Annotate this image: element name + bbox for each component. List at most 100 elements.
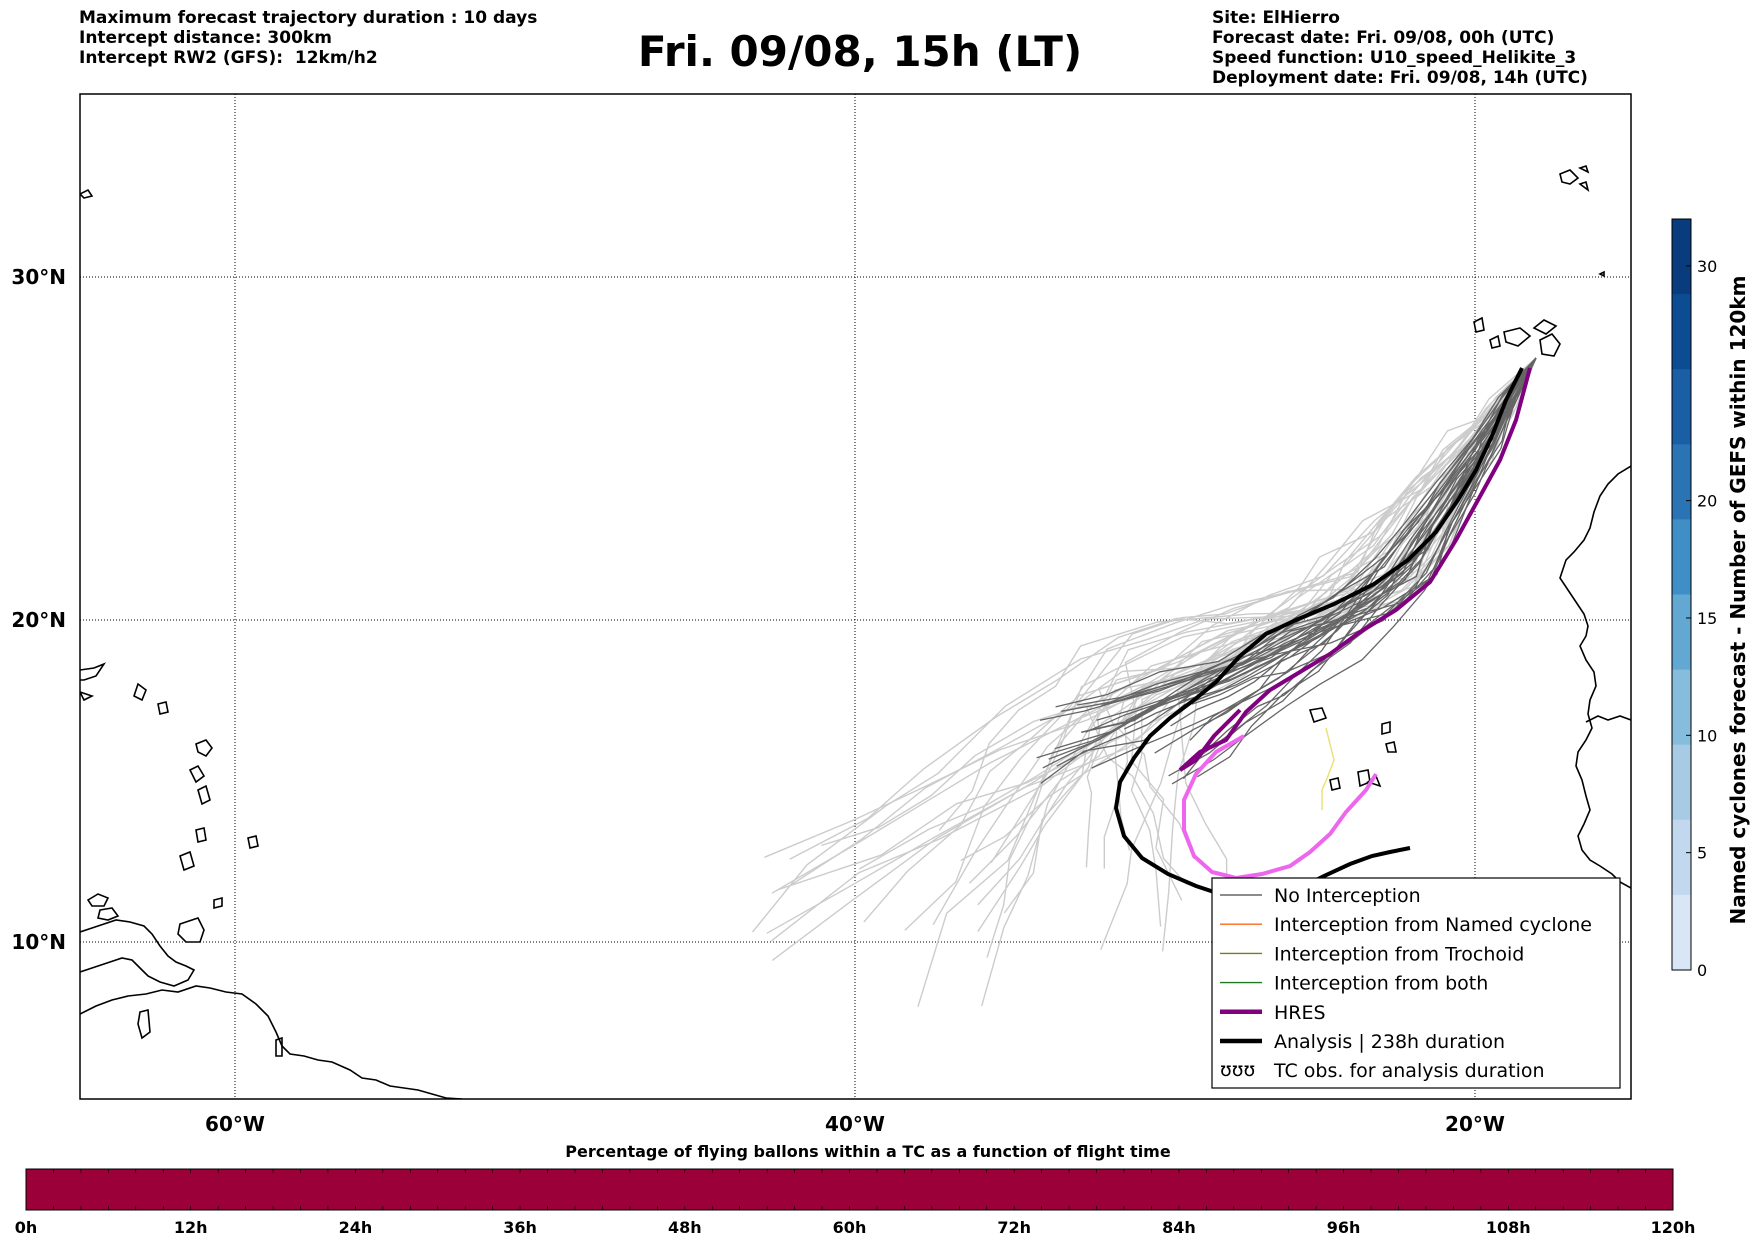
bottom-bar-tick-label: 108h bbox=[1486, 1218, 1531, 1237]
madeira-2 bbox=[1578, 180, 1590, 192]
antilles-small-2 bbox=[188, 764, 206, 784]
colorbar-tick-label: 10 bbox=[1697, 726, 1717, 745]
bottom-bar-tick-label: 60h bbox=[833, 1218, 867, 1237]
antilles-small-9 bbox=[80, 691, 95, 702]
cape-verde-1 bbox=[1308, 707, 1328, 724]
trajectories bbox=[751, 357, 1537, 1008]
legend-label: TC obs. for analysis duration bbox=[1273, 1060, 1545, 1082]
venezuela-coast-detail bbox=[80, 919, 196, 987]
trajectory-light bbox=[777, 357, 1537, 891]
colorbar-frame bbox=[1671, 218, 1692, 971]
madeira-1 bbox=[1559, 169, 1580, 185]
colorbar-segment bbox=[1672, 444, 1691, 520]
trajectory-no-interception bbox=[1055, 357, 1537, 708]
canary-1 bbox=[1539, 332, 1561, 357]
bottom-percentage-bar: 0h 12h 24h 36h 48h 60h 72h 84h 96h 108h 120h bbox=[15, 1168, 1696, 1237]
header-left-info: Maximum forecast trajectory duration : 1… bbox=[79, 8, 537, 68]
header-right-info: Site: ElHierro Forecast date: Fri. 09/08… bbox=[1212, 8, 1588, 88]
antilles-small-11 bbox=[137, 1008, 151, 1040]
antilles-small-4 bbox=[195, 827, 207, 843]
speed-function-text: Speed function: U10_speed_Helikite_3 bbox=[1212, 48, 1577, 68]
axis-tick-labels: 30°N 20°N 10°N 60°W 40°W 20°W bbox=[11, 265, 1505, 1136]
trajectory-no-interception bbox=[1210, 357, 1537, 747]
trajectory-no-interception bbox=[1056, 357, 1537, 767]
map-frame bbox=[79, 93, 1632, 1100]
legend-label: Interception from Trochoid bbox=[1274, 943, 1524, 965]
antilles-small-15 bbox=[86, 893, 110, 907]
trajectory-no-interception bbox=[1081, 357, 1537, 733]
canary-3 bbox=[1532, 319, 1558, 335]
page-title: Fri. 09/08, 15h (LT) bbox=[637, 27, 1083, 76]
lon-tick-label: 40°W bbox=[825, 1112, 885, 1136]
antilles-small-14 bbox=[157, 701, 169, 715]
colorbar-tick-label: 5 bbox=[1697, 844, 1707, 863]
trajectory-light bbox=[1100, 357, 1537, 950]
bottom-bar-tick-label: 0h bbox=[15, 1218, 38, 1237]
colorbar-segment bbox=[1672, 744, 1691, 821]
trajectory-no-interception bbox=[1061, 357, 1537, 712]
colorbar-segment bbox=[1672, 594, 1691, 671]
colorbar-segment bbox=[1672, 894, 1691, 971]
africa-coast bbox=[1559, 465, 1631, 889]
bottom-bar-tick-label: 84h bbox=[1162, 1218, 1196, 1237]
madeira-4 bbox=[1598, 270, 1605, 278]
bottom-bar-tick-label: 12h bbox=[174, 1218, 208, 1237]
colorbar-segment bbox=[1672, 219, 1691, 295]
trajectory-no-interception bbox=[1091, 357, 1537, 769]
cape-verde-5 bbox=[1329, 777, 1341, 791]
legend: No Interception Interception from Named c… bbox=[1211, 877, 1621, 1089]
bottom-bar-tick-label: 96h bbox=[1327, 1218, 1361, 1237]
colorbar-segment bbox=[1672, 819, 1691, 896]
canary-2 bbox=[1503, 327, 1532, 347]
cape-verde-2 bbox=[1381, 720, 1391, 736]
canary-4 bbox=[1473, 316, 1485, 333]
coastlines bbox=[80, 164, 1631, 1099]
legend-label: Interception from Named cyclone bbox=[1274, 914, 1592, 936]
trajectory-yellow bbox=[1321, 727, 1335, 810]
antilles-small-13 bbox=[133, 682, 147, 702]
trajectory-hres bbox=[1178, 367, 1532, 772]
lat-tick-label: 30°N bbox=[11, 265, 66, 289]
antilles-small-12 bbox=[275, 1036, 283, 1057]
colorbar-segment bbox=[1672, 369, 1691, 445]
trajectory-light bbox=[1130, 357, 1537, 927]
antilles-small-5 bbox=[179, 850, 195, 872]
deployment-date-text: Deployment date: Fri. 09/08, 14h (UTC) bbox=[1212, 68, 1588, 88]
antilles-small-10 bbox=[97, 907, 120, 921]
antilles-small-8 bbox=[80, 662, 107, 681]
trajectory-light bbox=[1003, 357, 1537, 914]
forecast-date-text: Forecast date: Fri. 09/08, 00h (UTC) bbox=[1212, 28, 1555, 48]
lat-tick-label: 20°N bbox=[11, 608, 66, 632]
legend-label: Interception from both bbox=[1274, 973, 1488, 995]
legend-symbol: ʊʊʊ bbox=[1220, 1059, 1255, 1081]
canary-5 bbox=[1489, 334, 1501, 349]
trajectory-no-interception bbox=[1182, 357, 1537, 780]
cape-verde-3 bbox=[1385, 741, 1397, 753]
legend-label: HRES bbox=[1274, 1002, 1326, 1024]
max-duration-text: Maximum forecast trajectory duration : 1… bbox=[79, 8, 538, 28]
madeira-3 bbox=[1577, 164, 1590, 174]
bottom-bar-tick-label: 120h bbox=[1651, 1218, 1696, 1237]
bottom-bar-title: Percentage of flying ballons within a TC… bbox=[565, 1142, 1171, 1161]
bottom-bar-fill bbox=[25, 1168, 1674, 1211]
trajectory-light bbox=[771, 357, 1537, 961]
africa-coast-detail bbox=[1585, 715, 1631, 723]
lon-tick-label: 20°W bbox=[1445, 1112, 1505, 1136]
legend-box bbox=[1211, 877, 1621, 1089]
bottom-bar-tick-label: 48h bbox=[668, 1218, 702, 1237]
bottom-bar-tick-label: 36h bbox=[503, 1218, 537, 1237]
lon-tick-label: 60°W bbox=[205, 1112, 265, 1136]
colorbar-tick-label: 20 bbox=[1697, 492, 1717, 511]
legend-label: Analysis | 238h duration bbox=[1274, 1031, 1505, 1053]
colorbar-tick-label: 0 bbox=[1697, 961, 1707, 980]
trajectory-no-interception bbox=[1106, 357, 1537, 705]
cyclone-colorbar: 0 5 10 15 20 30 Named cyclones forecast - Numb… bbox=[1671, 218, 1750, 980]
legend-items: No Interception Interception from Named c… bbox=[1220, 885, 1592, 1082]
antilles-small-16 bbox=[80, 188, 94, 199]
colorbar-label: Named cyclones forecast - Number of GEFS… bbox=[1726, 276, 1750, 925]
intercept-distance-text: Intercept distance: 300km bbox=[79, 28, 332, 48]
colorbar-segment bbox=[1672, 519, 1691, 595]
trajectory-light bbox=[917, 357, 1537, 1008]
lat-tick-label: 10°N bbox=[11, 930, 66, 954]
